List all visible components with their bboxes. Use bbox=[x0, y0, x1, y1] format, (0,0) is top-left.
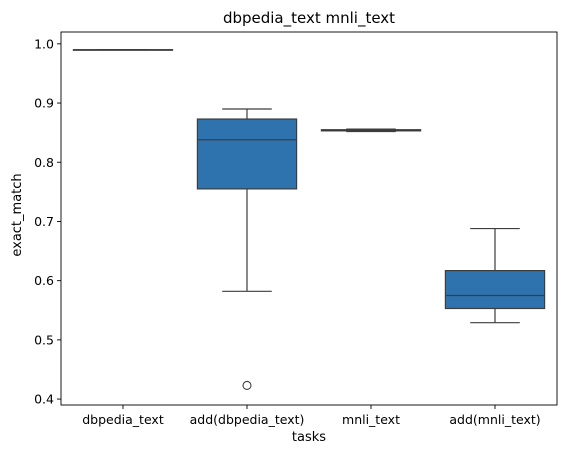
chart-title: dbpedia_text mnli_text bbox=[223, 9, 395, 28]
y-tick-label-0: 0.4 bbox=[34, 392, 54, 407]
plot-area: 0.4 0.5 0.6 0.7 0.8 0.9 1.0 dbpedia_text add(dbp… bbox=[34, 36, 546, 427]
x-tick-label-2: mnli_text bbox=[342, 412, 400, 427]
y-tick-label-6: 1.0 bbox=[34, 36, 54, 51]
y-tick-label-4: 0.8 bbox=[34, 155, 54, 170]
box-1 bbox=[196, 118, 298, 190]
y-tick-label-3: 0.7 bbox=[34, 214, 54, 229]
x-tick-label-0: dbpedia_text bbox=[82, 412, 164, 427]
y-tick-label-1: 0.5 bbox=[34, 332, 54, 347]
x-tick-label-3: add(mnli_text) bbox=[449, 412, 540, 427]
plot-frame bbox=[60, 31, 558, 406]
y-axis-label: exact_match bbox=[10, 173, 25, 256]
x-axis-label: tasks bbox=[292, 430, 326, 445]
outlier-point bbox=[242, 380, 252, 391]
box-3 bbox=[444, 270, 546, 310]
y-tick-label-5: 0.9 bbox=[34, 96, 54, 111]
y-tick-label-2: 0.6 bbox=[34, 273, 54, 288]
x-tick-label-1: add(dbpedia_text) bbox=[190, 412, 305, 427]
